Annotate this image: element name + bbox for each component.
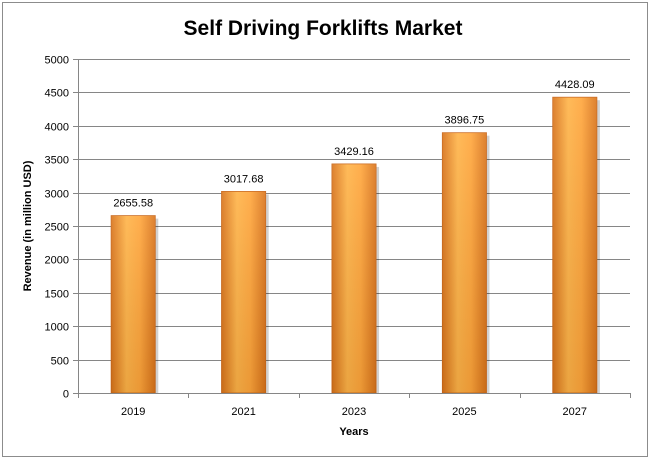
y-tick-label: 3500 [45, 155, 69, 167]
bars [110, 96, 600, 394]
x-tick-labels: 2019 2021 2023 2025 2027 [121, 406, 587, 418]
axes [73, 59, 631, 398]
y-tick-label: 3000 [45, 189, 69, 201]
y-tick-label: 0 [63, 389, 69, 401]
data-label: 3896.75 [445, 115, 485, 127]
data-label: 2655.58 [113, 198, 153, 210]
bar-shade [552, 97, 597, 394]
data-label: 3429.16 [334, 146, 374, 158]
y-tick-label: 4500 [45, 88, 69, 100]
x-tick-label: 2019 [121, 406, 145, 418]
y-tick-label: 2000 [45, 255, 69, 267]
y-tick-label: 4000 [45, 122, 69, 134]
bar-shade [111, 215, 156, 393]
data-labels: 2655.58 3017.68 3429.16 3896.75 4428.09 [113, 79, 594, 209]
y-axis-title: Revenue (in million USD) [22, 160, 34, 291]
x-tick-label: 2025 [452, 406, 476, 418]
x-tick-label: 2027 [563, 406, 587, 418]
gridlines [78, 59, 630, 361]
y-tick-label: 2500 [45, 222, 69, 234]
y-tick-label: 1000 [45, 322, 69, 334]
x-axis-title: Years [339, 426, 368, 438]
data-label: 4428.09 [555, 79, 595, 91]
bar-shade [442, 132, 487, 394]
chart-title: Self Driving Forklifts Market [184, 17, 463, 40]
bar-shade [331, 163, 377, 393]
bar-shade [221, 191, 266, 393]
y-tick-labels: 0 500 1000 1500 2000 2500 3000 3500 4000 4500 5000 [45, 55, 69, 401]
y-tick-label: 5000 [45, 55, 69, 67]
y-tick-label: 1500 [45, 289, 69, 301]
x-tick-label: 2021 [231, 406, 255, 418]
data-label: 3017.68 [224, 173, 264, 185]
chart-frame [2, 2, 648, 457]
y-tick-label: 500 [51, 356, 69, 368]
x-tick-label: 2023 [342, 406, 366, 418]
